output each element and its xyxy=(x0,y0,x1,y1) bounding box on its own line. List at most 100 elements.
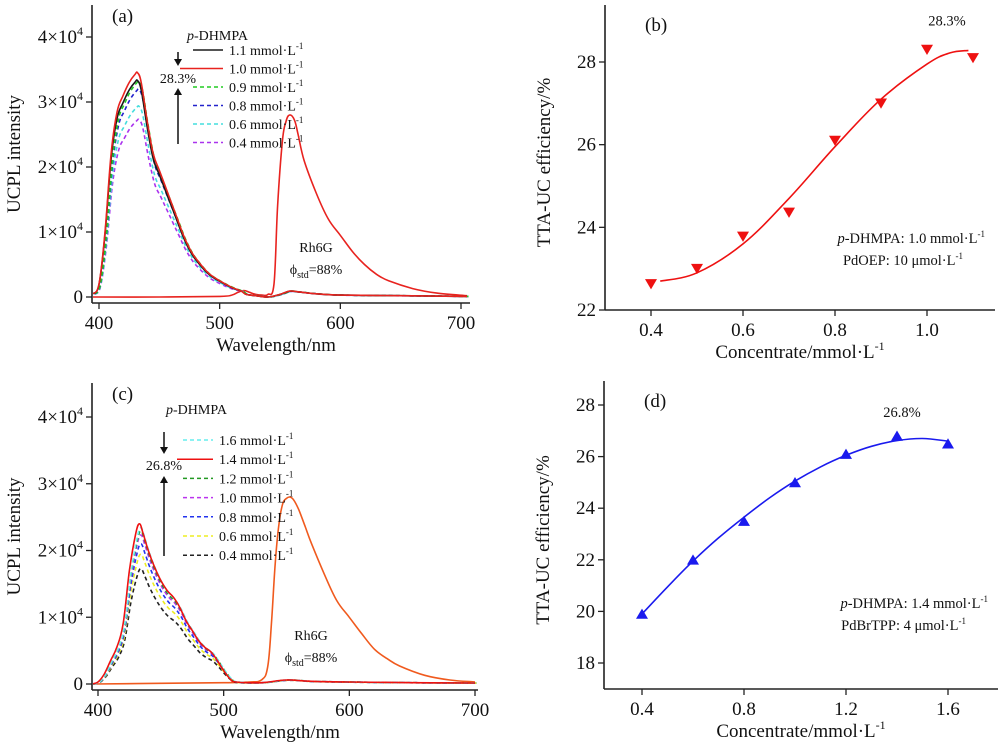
peak-label: 28.3% xyxy=(928,14,965,30)
x-tick-label: 400 xyxy=(84,700,113,721)
legend-entry-label: 0.4 mmol·L xyxy=(229,137,296,152)
data-point xyxy=(921,44,933,55)
condition-note-text: -DHMPA: 1.4 mmol·L xyxy=(848,596,981,612)
legend-entry-sup: -1 xyxy=(296,115,304,125)
x-tick-label: 0.4 xyxy=(630,699,654,720)
condition-note-italic: p xyxy=(839,596,847,612)
data-point xyxy=(783,207,795,218)
y-tick-label: 18 xyxy=(576,653,595,674)
legend-entry: 1.1 mmol·L-1 xyxy=(229,41,303,59)
y-axis-title: UCPL intensity xyxy=(4,94,25,213)
legend-entry: 0.6 mmol·L-1 xyxy=(219,527,293,545)
legend-entry-sup: -1 xyxy=(286,489,294,499)
x-tick-label: 0.4 xyxy=(639,320,663,341)
panel-label: (b) xyxy=(645,15,667,36)
x-tick-label: 0.8 xyxy=(732,699,756,720)
legend-entry-label: 1.0 mmol·L xyxy=(219,492,286,507)
condition-note-line1: p-DHMPA: 1.4 mmol·L-1 xyxy=(839,594,988,612)
y-tick-label: 4×104 xyxy=(38,404,83,428)
y-tick-exponent: 4 xyxy=(77,471,83,485)
x-tick-label: 600 xyxy=(335,700,364,721)
x-tick-label: 700 xyxy=(461,700,490,721)
legend-entry: 1.2 mmol·L-1 xyxy=(219,469,293,487)
legend-entry-label: 0.6 mmol·L xyxy=(229,118,296,133)
legend-title: p-DHMPA xyxy=(165,403,228,418)
phi-subscript: std xyxy=(297,270,309,281)
y-tick-label: 26 xyxy=(577,135,596,156)
y-tick-exponent: 4 xyxy=(77,404,83,418)
arrow-up-icon xyxy=(160,476,168,483)
plot-area xyxy=(93,496,477,685)
legend-title: p-DHMPA xyxy=(186,29,249,44)
y-tick-exponent: 4 xyxy=(77,604,83,618)
legend-entry-sup: -1 xyxy=(296,78,304,88)
y-tick-label: 28 xyxy=(577,52,596,73)
legend-entry-sup: -1 xyxy=(296,134,304,144)
data-point xyxy=(789,477,801,488)
data-point xyxy=(967,53,979,64)
y-tick-mantissa: 3×10 xyxy=(38,92,77,113)
chart-panel-c: 400 500 600 70001×1042×1043×1044×104Wavelen… xyxy=(4,383,489,743)
series-line-0.4 xyxy=(93,567,477,685)
data-point xyxy=(942,438,954,449)
data-point xyxy=(738,515,750,526)
y-tick-mantissa: 1×10 xyxy=(38,222,77,243)
series-line-1.4 xyxy=(93,522,476,685)
y-tick-label: 0 xyxy=(74,674,84,695)
chart-panel-a: 400 500 600 70001×1042×1043×1044×104Wavelen… xyxy=(4,5,475,356)
legend-entry-sup: -1 xyxy=(286,527,294,537)
y-tick-label: 22 xyxy=(576,550,595,571)
legend-entry: 1.4 mmol·L-1 xyxy=(219,450,293,468)
phi-value: =88% xyxy=(304,651,338,666)
y-axis-title: TTA-UC efficiency/% xyxy=(534,78,555,248)
x-axis-title-sup: -1 xyxy=(875,339,885,353)
x-tick-label: 1.0 xyxy=(915,320,939,341)
legend-title-rest: -DHMPA xyxy=(194,29,249,44)
fit-curve xyxy=(641,437,949,615)
x-axis-title-sup: -1 xyxy=(876,718,886,732)
rh6g-quantum-yield: ϕstd=88% xyxy=(290,263,343,281)
legend-entry-label: 1.6 mmol·L xyxy=(219,434,286,449)
condition-note-text: -DHMPA: 1.0 mmol·L xyxy=(845,231,978,247)
legend-entry: 0.4 mmol·L-1 xyxy=(229,134,303,152)
legend-entry: 0.9 mmol·L-1 xyxy=(229,78,303,96)
phi-value: =88% xyxy=(309,263,343,278)
y-tick-exponent: 4 xyxy=(77,538,83,552)
y-tick-label: 24 xyxy=(577,217,597,238)
y-tick-mantissa: 2×10 xyxy=(38,541,77,562)
legend-entry-sup: -1 xyxy=(296,97,304,107)
legend-entry: 0.6 mmol·L-1 xyxy=(229,115,303,133)
y-tick-label: 4×104 xyxy=(38,24,83,48)
data-point xyxy=(840,448,852,459)
x-axis-title: Concentrate/mmol·L-1 xyxy=(716,718,885,742)
data-point xyxy=(636,608,648,619)
efficiency-annotation: 28.3% xyxy=(160,72,197,87)
y-tick-label: 1×104 xyxy=(38,219,83,243)
y-tick-label: 22 xyxy=(577,300,596,321)
x-tick-label: 1.2 xyxy=(834,699,858,720)
data-point xyxy=(691,263,703,275)
x-tick-label: 700 xyxy=(447,313,476,334)
chart-panel-b: 0.4 0.6 0.8 1.022242628Concentrate/mmol·L-1… xyxy=(534,5,995,363)
phi-symbol: ϕ xyxy=(285,651,292,666)
legend-entry-sup: -1 xyxy=(286,508,294,518)
y-axis-title: TTA-UC efficiency/% xyxy=(533,455,554,625)
x-axis-title-text: Concentrate/mmol·L xyxy=(715,342,874,363)
legend-entry: 0.8 mmol·L-1 xyxy=(229,97,303,115)
series-line-0.4 xyxy=(93,118,469,298)
legend-entry: 1.6 mmol·L-1 xyxy=(219,431,293,449)
condition-note-text: PdOEP: 10 μmol·L xyxy=(843,253,956,269)
rh6g-label: Rh6G xyxy=(299,241,332,256)
data-point xyxy=(737,231,749,242)
data-point xyxy=(645,279,657,290)
fit-curve xyxy=(660,49,969,282)
panel-label: (a) xyxy=(112,6,133,27)
x-axis-title-text: Concentrate/mmol·L xyxy=(716,721,875,742)
arrow-up-icon xyxy=(174,88,182,95)
y-tick-exponent: 4 xyxy=(77,154,83,168)
legend-entry-label: 1.1 mmol·L xyxy=(229,44,296,59)
legend-title-italic: p xyxy=(186,29,194,44)
condition-note-line2: PdBrTPP: 4 μmol·L-1 xyxy=(841,616,966,634)
data-point xyxy=(891,430,903,441)
